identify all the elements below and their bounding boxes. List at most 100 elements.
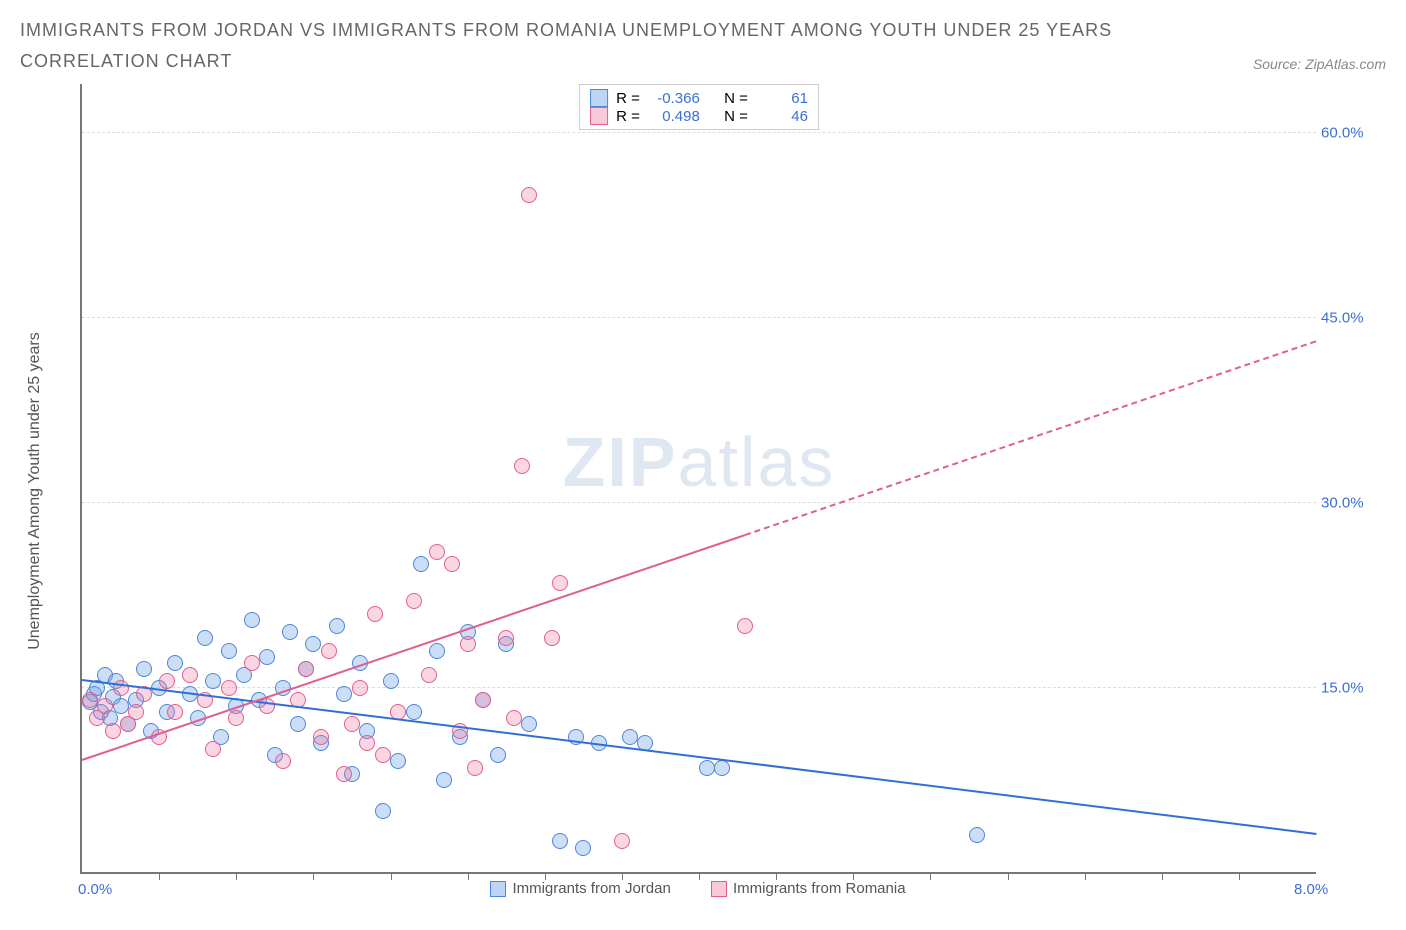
data-point-romania [205, 741, 221, 757]
data-point-jordan [622, 729, 638, 745]
x-axis-max: 8.0% [1294, 881, 1328, 898]
data-point-jordan [406, 704, 422, 720]
data-point-jordan [136, 661, 152, 677]
data-point-romania [521, 187, 537, 203]
x-tick [391, 872, 392, 880]
data-point-jordan [167, 655, 183, 671]
data-point-jordan [305, 636, 321, 652]
data-point-jordan [113, 698, 129, 714]
data-point-romania [498, 630, 514, 646]
legend-row: R = 0.498 N = 46 [590, 107, 808, 125]
plot-area: ZIPatlas R = -0.366 N = 61 R = 0.498 N =… [80, 84, 1316, 874]
data-point-romania [159, 673, 175, 689]
data-point-jordan [329, 618, 345, 634]
data-point-jordan [205, 673, 221, 689]
data-point-jordan [221, 643, 237, 659]
x-tick [159, 872, 160, 880]
swatch-romania [590, 107, 608, 125]
data-point-jordan [259, 649, 275, 665]
header: IMMIGRANTS FROM JORDAN VS IMMIGRANTS FRO… [20, 15, 1386, 76]
data-point-romania [97, 698, 113, 714]
data-point-romania [336, 766, 352, 782]
data-point-jordan [552, 833, 568, 849]
x-tick [699, 872, 700, 880]
trend-line [745, 341, 1316, 537]
data-point-romania [467, 760, 483, 776]
data-point-romania [344, 716, 360, 732]
x-tick [468, 872, 469, 880]
x-tick [930, 872, 931, 880]
data-point-romania [552, 575, 568, 591]
gridline [82, 317, 1316, 318]
data-point-romania [313, 729, 329, 745]
data-point-romania [444, 556, 460, 572]
data-point-romania [544, 630, 560, 646]
data-point-romania [375, 747, 391, 763]
data-point-romania [352, 680, 368, 696]
data-point-romania [614, 833, 630, 849]
x-tick [545, 872, 546, 880]
x-tick [313, 872, 314, 880]
watermark: ZIPatlas [563, 422, 836, 502]
data-point-jordan [413, 556, 429, 572]
data-point-jordan [436, 772, 452, 788]
data-point-jordan [575, 840, 591, 856]
swatch-romania [711, 881, 727, 897]
data-point-romania [298, 661, 314, 677]
data-point-jordan [290, 716, 306, 732]
data-point-romania [128, 704, 144, 720]
data-point-romania [221, 680, 237, 696]
data-point-romania [228, 710, 244, 726]
gridline [82, 132, 1316, 133]
data-point-jordan [521, 716, 537, 732]
x-axis-min: 0.0% [78, 881, 112, 898]
data-point-jordan [375, 803, 391, 819]
data-point-romania [167, 704, 183, 720]
data-point-jordan [390, 753, 406, 769]
data-point-jordan [197, 630, 213, 646]
gridline [82, 687, 1316, 688]
legend-item: Immigrants from Romania [711, 880, 906, 897]
y-tick-label: 45.0% [1321, 310, 1381, 327]
data-point-romania [321, 643, 337, 659]
swatch-jordan [490, 881, 506, 897]
source-attribution: Source: ZipAtlas.com [1253, 56, 1386, 76]
swatch-jordan [590, 89, 608, 107]
data-point-romania [406, 593, 422, 609]
data-point-jordan [490, 747, 506, 763]
data-point-jordan [244, 612, 260, 628]
data-point-romania [105, 723, 121, 739]
x-tick [236, 872, 237, 880]
data-point-romania [737, 618, 753, 634]
data-point-romania [514, 458, 530, 474]
correlation-legend: R = -0.366 N = 61 R = 0.498 N = 46 [579, 84, 819, 130]
data-point-romania [460, 636, 476, 652]
y-tick-label: 15.0% [1321, 679, 1381, 696]
x-tick [1085, 872, 1086, 880]
data-point-romania [421, 667, 437, 683]
data-point-romania [429, 544, 445, 560]
chart-title: IMMIGRANTS FROM JORDAN VS IMMIGRANTS FRO… [20, 15, 1120, 76]
y-tick-label: 60.0% [1321, 125, 1381, 142]
data-point-romania [506, 710, 522, 726]
data-point-romania [182, 667, 198, 683]
data-point-romania [259, 698, 275, 714]
data-point-jordan [336, 686, 352, 702]
legend-item: Immigrants from Jordan [490, 880, 675, 897]
x-tick [853, 872, 854, 880]
data-point-romania [359, 735, 375, 751]
data-point-romania [244, 655, 260, 671]
y-axis-label: Unemployment Among Youth under 25 years [26, 332, 44, 650]
data-point-romania [475, 692, 491, 708]
chart-frame: Unemployment Among Youth under 25 years … [20, 84, 1386, 897]
legend-row: R = -0.366 N = 61 [590, 89, 808, 107]
data-point-romania [113, 680, 129, 696]
data-point-romania [82, 692, 98, 708]
y-tick-label: 30.0% [1321, 494, 1381, 511]
x-tick [776, 872, 777, 880]
series-legend: Immigrants from Jordan Immigrants from R… [80, 880, 1316, 897]
data-point-romania [275, 753, 291, 769]
data-point-jordan [714, 760, 730, 776]
gridline [82, 502, 1316, 503]
x-tick [1239, 872, 1240, 880]
